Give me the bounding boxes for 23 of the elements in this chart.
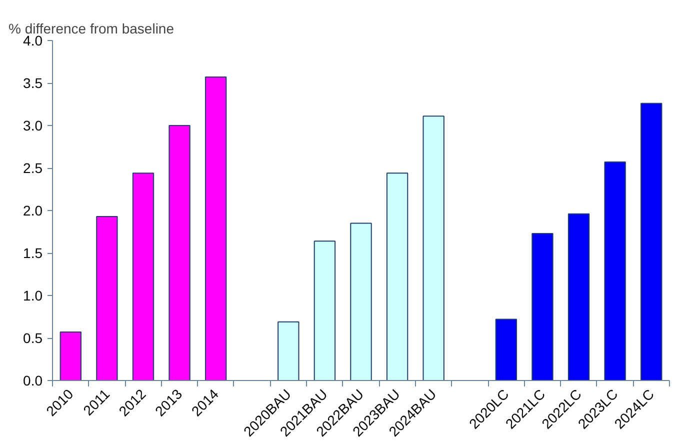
bar [386, 172, 408, 380]
bar [204, 76, 227, 380]
bar [532, 232, 554, 380]
bar [168, 125, 190, 380]
bar [60, 332, 82, 380]
bar [495, 318, 518, 380]
bar [568, 213, 590, 380]
y-tick-label: 2.5 [23, 160, 43, 176]
y-tick-label: 0.0 [23, 372, 43, 388]
y-tick-label: 3.5 [23, 75, 43, 91]
bar [132, 172, 154, 380]
bar [422, 116, 444, 380]
y-tick-label: 3.0 [23, 118, 43, 134]
bar [278, 321, 300, 380]
bar [640, 102, 662, 380]
bar [604, 162, 626, 380]
y-tick-label: 1.5 [23, 245, 43, 261]
y-tick-label: 0.5 [23, 330, 43, 346]
y-tick-label: 2.0 [23, 202, 43, 218]
bar [314, 240, 336, 380]
bar [350, 222, 372, 380]
y-tick-label: 1.0 [23, 288, 43, 304]
bar [96, 216, 118, 380]
